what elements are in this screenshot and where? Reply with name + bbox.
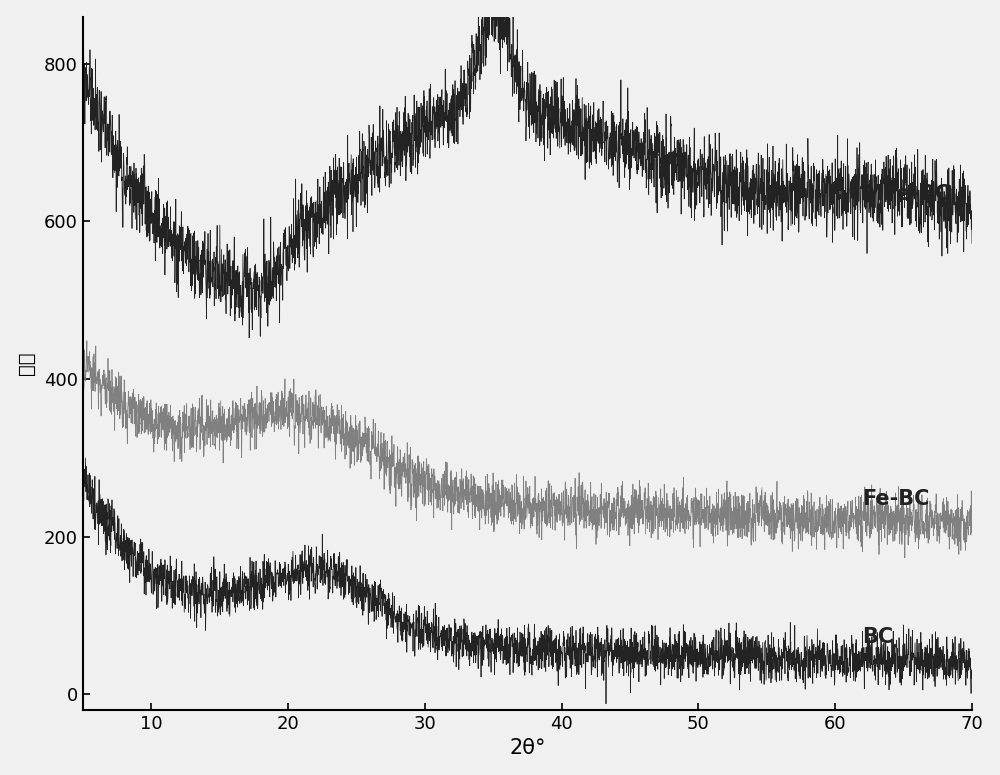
Text: Fe-BC: Fe-BC	[863, 489, 930, 509]
X-axis label: 2θ°: 2θ°	[509, 739, 546, 758]
Text: MFe-BC: MFe-BC	[863, 184, 951, 204]
Y-axis label: 强度: 强度	[17, 352, 36, 375]
Text: BC: BC	[863, 628, 894, 647]
